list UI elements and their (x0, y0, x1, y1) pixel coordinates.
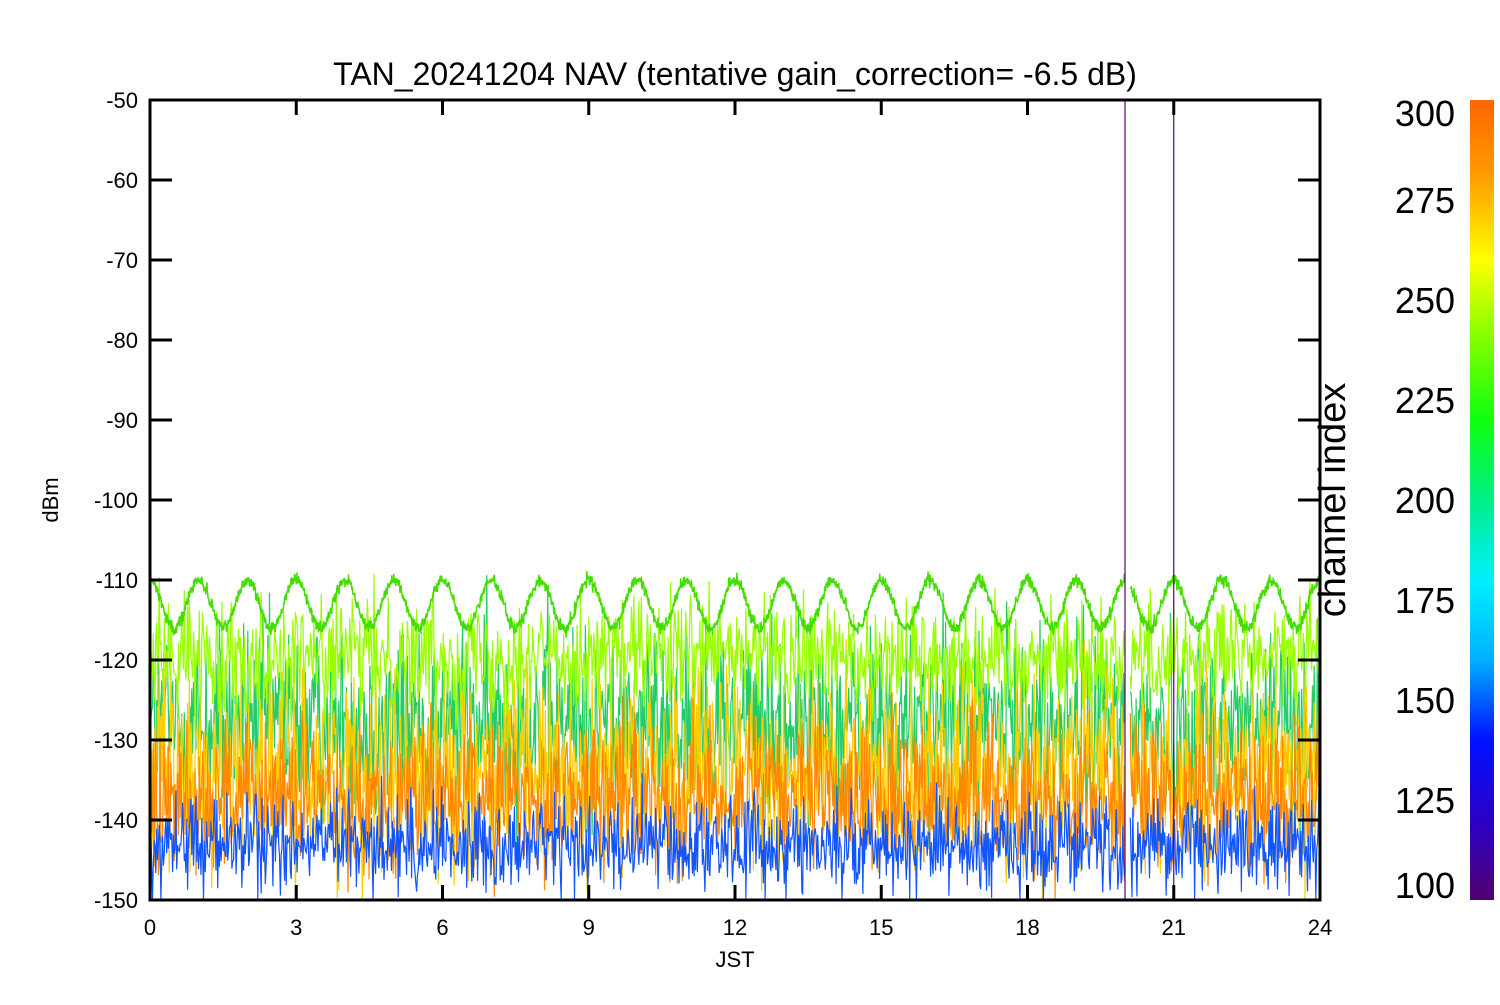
series-line-ch250 (149, 571, 1321, 638)
colorbar-tick-label-2: 150 (1395, 680, 1455, 721)
colorbar-tick-label-3: 175 (1395, 580, 1455, 621)
x-tick-label-5: 15 (869, 915, 893, 940)
x-tick-label-3: 9 (583, 915, 595, 940)
y-tick-label-6: -110 (96, 568, 138, 593)
y-tick-label-10: -150 (94, 888, 138, 913)
x-axis-label: JST (715, 947, 754, 972)
colorbar-tick-label-1: 125 (1395, 780, 1455, 821)
y-tick-label-4: -90 (106, 408, 138, 433)
y-tick-label-5: -100 (94, 488, 138, 513)
series-ch260 (149, 574, 1321, 738)
colorbar-tick-label-5: 225 (1395, 380, 1455, 421)
series-ch250 (149, 571, 1321, 638)
y-tick-label-8: -130 (94, 728, 138, 753)
x-tick-label-0: 0 (144, 915, 156, 940)
x-tick-label-8: 24 (1308, 915, 1332, 940)
plot-layer (149, 100, 1321, 901)
x-tick-label-1: 3 (290, 915, 302, 940)
y-tick-label-1: -60 (106, 168, 138, 193)
colorbar: 100 125 150 175 200 225 250 275 300 (1395, 93, 1494, 906)
colorbar-tick-label-8: 300 (1395, 93, 1455, 134)
y-tick-label-9: -140 (94, 808, 138, 833)
x-tick-label-2: 6 (436, 915, 448, 940)
colorbar-tick-label-4: 200 (1395, 480, 1455, 521)
y-tick-label-7: -120 (94, 648, 138, 673)
x-tick-label-7: 21 (1162, 915, 1186, 940)
y-tick-label-2: -70 (106, 248, 138, 273)
colorbar-tick-label-6: 250 (1395, 280, 1455, 321)
chart-title: TAN_20241204 NAV (tentative gain_correct… (333, 56, 1137, 92)
colorbar-tick-label-0: 100 (1395, 865, 1455, 906)
series-ch150 (149, 771, 1321, 901)
series-line-ch260 (149, 574, 1321, 738)
y-axis-label: dBm (38, 477, 63, 522)
colorbar-label: channel index (1312, 383, 1354, 618)
x-tick-label-4: 12 (723, 915, 747, 940)
x-tick-label-6: 18 (1015, 915, 1039, 940)
colorbar-tick-label-7: 275 (1395, 180, 1455, 221)
colorbar-gradient (1470, 100, 1494, 900)
y-tick-label-3: -80 (106, 328, 138, 353)
axes-layer: 0 3 6 9 12 15 18 21 24 -50 -60 -70 -80 -90 -100 -110 -12… (94, 88, 1332, 940)
series-line-ch150 (149, 771, 1321, 901)
y-tick-label-0: -50 (106, 88, 138, 113)
